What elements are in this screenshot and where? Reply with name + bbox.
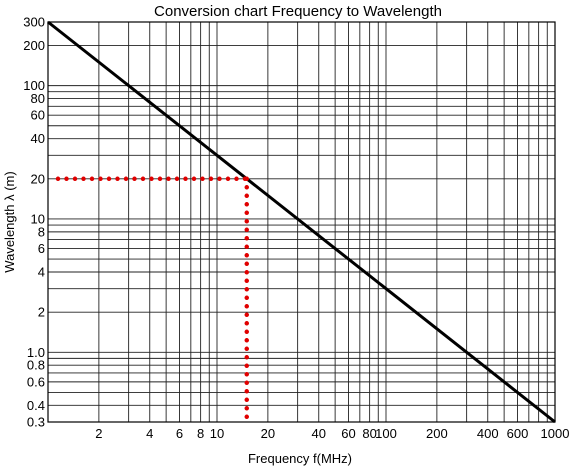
- x-tick-label: 100: [375, 426, 397, 441]
- y-tick-label: 200: [23, 38, 45, 53]
- x-tick-label: 6: [176, 426, 183, 441]
- y-tick-label: 2: [38, 305, 45, 320]
- x-tick-label: 200: [426, 426, 448, 441]
- y-tick-label: 6: [38, 241, 45, 256]
- x-tick-label: 4: [146, 426, 153, 441]
- plot-frame: [47, 21, 556, 423]
- x-axis-label: Frequency f(MHz): [248, 451, 352, 466]
- x-tick-label: 8: [197, 426, 204, 441]
- annotation-layer: [55, 176, 250, 422]
- chart-title: Conversion chart Frequency to Wavelength: [154, 3, 442, 20]
- series-layer: [47, 20, 556, 424]
- x-tick-label: 400: [477, 426, 499, 441]
- y-tick-label: 8: [38, 224, 45, 239]
- y-axis-label: Wavelength λ (m): [2, 171, 17, 272]
- x-tick-label: 80: [362, 426, 376, 441]
- x-tick-label: 40: [312, 426, 326, 441]
- y-tick-label: 1.0: [27, 345, 45, 360]
- x-tick-label: 20: [261, 426, 275, 441]
- y-tick-label: 100: [23, 78, 45, 93]
- y-tick-label: 40: [31, 131, 45, 146]
- x-tick-label: 600: [507, 426, 529, 441]
- y-tick-label: 4: [38, 265, 45, 280]
- x-tick-label: 2: [95, 426, 102, 441]
- y-tick-label: 60: [31, 108, 45, 123]
- wavelength-line: [47, 20, 556, 424]
- x-tick-label: 60: [341, 426, 355, 441]
- x-tick-label: 1000: [541, 426, 570, 441]
- x-tick-label: 10: [210, 426, 224, 441]
- y-tick-label: 80: [31, 91, 45, 106]
- y-tick-label: 10: [31, 211, 45, 226]
- y-tick-label: 300: [23, 15, 45, 30]
- y-tick-label: 20: [31, 171, 45, 186]
- grid: [48, 22, 555, 422]
- y-tick-label: 0.6: [27, 374, 45, 389]
- y-tick-label: 0.3: [27, 415, 45, 430]
- y-tick-label: 0.8: [27, 358, 45, 373]
- y-tick-label: 0.4: [27, 398, 45, 413]
